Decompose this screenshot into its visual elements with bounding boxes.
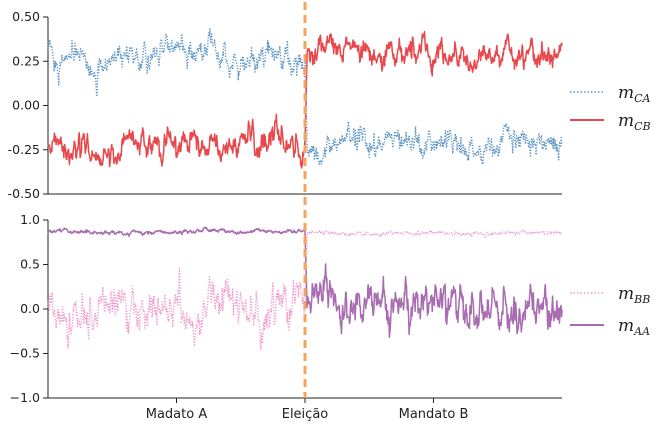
legend-label-m-aa: mAA bbox=[618, 316, 650, 338]
x-tick-label: Eleição bbox=[282, 407, 329, 422]
bottom-x-ticks: Madato A Eleição Mandato B bbox=[146, 398, 469, 422]
x-tick-label: Madato A bbox=[146, 407, 208, 422]
legend-bottom: mBB mAA bbox=[570, 284, 650, 338]
top-y-ticks: 0.50 0.25 0.00 -0.25 -0.50 bbox=[8, 9, 48, 201]
top-series-group bbox=[47, 28, 563, 169]
legend-label-m-cb: mCB bbox=[618, 111, 651, 133]
series-line-m-cb bbox=[47, 30, 563, 169]
bottom-y-ticks: 1.0 0.5 0.0 −0.5 −1.0 bbox=[10, 212, 48, 405]
y-tick-label: 0.5 bbox=[20, 257, 40, 272]
series-line-m-ca bbox=[47, 28, 563, 166]
bottom-series-group bbox=[47, 226, 563, 351]
top-panel: 0.50 0.25 0.00 -0.25 -0.50 bbox=[8, 9, 563, 201]
y-tick-label: 0.25 bbox=[12, 53, 40, 68]
y-tick-label: 0.0 bbox=[20, 301, 40, 316]
y-tick-label: -0.25 bbox=[8, 142, 40, 157]
y-tick-label: 0.00 bbox=[12, 98, 40, 113]
series-line-m-bb bbox=[47, 229, 563, 351]
legend-top: mCA mCB bbox=[570, 83, 651, 133]
legend-label-m-bb: mBB bbox=[618, 284, 650, 306]
y-tick-label: −0.5 bbox=[10, 346, 40, 361]
y-tick-label: 0.50 bbox=[12, 9, 40, 24]
y-tick-label: 1.0 bbox=[20, 212, 40, 227]
legend-label-m-ca: mCA bbox=[618, 83, 651, 105]
y-tick-label: −1.0 bbox=[10, 390, 40, 405]
series-line-m-aa bbox=[47, 226, 563, 339]
bottom-panel: 1.0 0.5 0.0 −0.5 −1.0 Madato A Eleição Mandato… bbox=[10, 212, 563, 422]
y-tick-label: -0.50 bbox=[8, 186, 40, 201]
x-tick-label: Mandato B bbox=[399, 407, 469, 422]
